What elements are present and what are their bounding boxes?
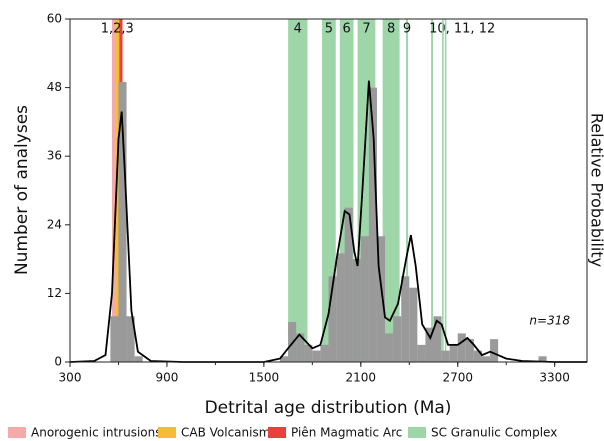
band-label: 9: [403, 22, 411, 37]
histogram-bar: [449, 344, 458, 362]
legend-label: SC Granulic Complex: [431, 426, 557, 440]
histogram-bar: [393, 316, 402, 362]
histogram-bar: [360, 236, 369, 362]
x-tick-label: 1500: [249, 371, 280, 385]
x-tick-label: 3300: [539, 371, 570, 385]
histogram-bar: [385, 333, 394, 362]
histogram-bar: [401, 276, 410, 362]
histogram-bar: [376, 236, 386, 362]
band-label: 5: [325, 22, 333, 37]
band-label: 1,2,3: [101, 22, 134, 37]
histogram-bar: [481, 356, 491, 362]
x-tick-label: 2100: [346, 371, 377, 385]
age-band: [116, 19, 120, 362]
histogram-bar: [344, 207, 353, 362]
histogram-bar: [304, 344, 313, 362]
age-band: [288, 19, 308, 362]
histogram-bar: [134, 356, 143, 362]
histogram-bar: [336, 253, 345, 362]
histogram-bar: [110, 316, 119, 362]
legend-swatch: [408, 427, 426, 438]
y-tick-label: 24: [47, 217, 62, 231]
plot-frame: [69, 18, 588, 363]
histogram-bar: [320, 344, 329, 362]
age-band: [382, 19, 400, 362]
band-label: 10, 11, 12: [429, 22, 495, 37]
age-band: [406, 19, 408, 362]
histogram-bar: [433, 316, 442, 362]
histogram-bar: [465, 339, 474, 362]
histogram-bar: [118, 81, 127, 362]
y-tick-label: 48: [47, 80, 62, 94]
density-curve: [69, 80, 587, 363]
legend-label: CAB Volcanism: [181, 426, 270, 440]
band-label: 6: [343, 22, 351, 37]
annotation: n=318: [529, 314, 570, 328]
x-tick-label: 300: [59, 371, 82, 385]
histogram-bar: [490, 339, 499, 362]
age-band: [444, 19, 447, 362]
age-band: [442, 19, 444, 362]
histogram-bar: [328, 276, 337, 362]
legend-label: Piên Magmatic Arc: [291, 426, 402, 440]
legend-swatch: [8, 427, 26, 438]
y-tick-label: 60: [47, 12, 62, 26]
band-label: 8: [387, 22, 395, 37]
age-band: [112, 19, 117, 362]
y-tick-label: 36: [47, 149, 62, 163]
legend-label: Anorogenic intrusions: [31, 426, 162, 440]
y2-axis-label: Relative Probability: [588, 113, 604, 267]
histogram-bar: [296, 333, 305, 362]
y-tick-label: 0: [54, 355, 62, 369]
x-tick-label: 900: [155, 371, 178, 385]
histogram-bar: [417, 344, 426, 362]
histogram-bar: [126, 316, 135, 362]
histogram-bar: [457, 333, 466, 362]
x-tick-label: 2700: [442, 371, 473, 385]
histogram-bar: [368, 87, 377, 362]
histogram-bar: [441, 350, 450, 362]
histogram-bar: [352, 259, 361, 362]
x-axis-label: Detrital age distribution (Ma): [205, 398, 452, 418]
histogram-bar: [409, 287, 418, 362]
band-label: 7: [362, 22, 370, 37]
histogram-bar: [312, 350, 321, 362]
histogram-bar: [538, 356, 547, 362]
age-band: [431, 19, 434, 362]
histogram-bar: [280, 356, 289, 362]
band-label: 4: [294, 22, 302, 37]
histogram-bar: [425, 327, 434, 362]
legend-swatch: [158, 427, 176, 438]
y-axis-label: Number of analyses: [12, 105, 32, 275]
histogram-bar: [473, 350, 482, 362]
y-tick-label: 12: [47, 286, 62, 300]
legend-swatch: [268, 427, 286, 438]
